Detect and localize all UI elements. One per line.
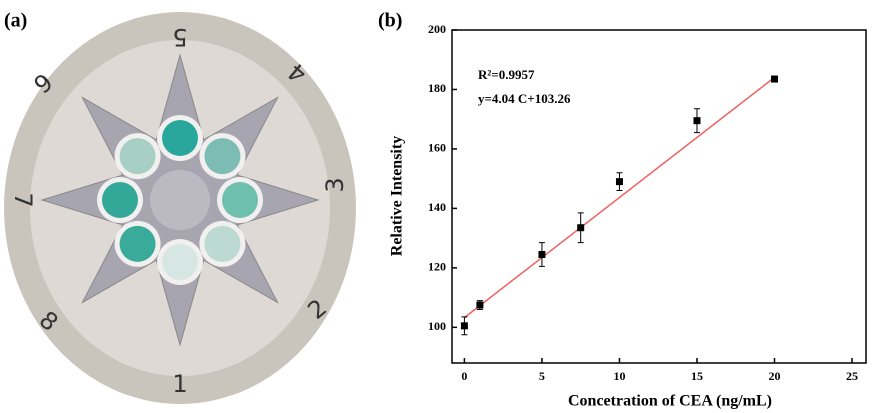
- annotation: y=4.04 C+103.26: [478, 91, 571, 106]
- fit-line: [464, 77, 774, 317]
- x-tick-label: 20: [769, 369, 781, 383]
- well: [102, 182, 138, 218]
- well: [222, 182, 258, 218]
- point: [461, 322, 468, 329]
- point: [771, 76, 778, 83]
- x-tick-label: 25: [846, 369, 858, 383]
- well-number: 3: [321, 177, 349, 192]
- y-tick-label: 140: [428, 200, 446, 214]
- y-tick-label: 100: [428, 319, 446, 333]
- page: (a) (b) Concetration of CEA (ng/mL) Rela…: [0, 0, 883, 413]
- x-tick-label: 15: [691, 369, 703, 383]
- y-tick-label: 160: [428, 141, 446, 155]
- panel-label: (a): [4, 10, 27, 32]
- well: [120, 226, 156, 262]
- well: [120, 138, 156, 174]
- point: [693, 117, 700, 124]
- x-tick-label: 5: [539, 369, 545, 383]
- y-tick-label: 180: [428, 81, 446, 95]
- well-number: 1: [172, 370, 187, 398]
- well: [204, 226, 240, 262]
- panel-label: (b): [378, 10, 402, 32]
- x-axis-label: Concetration of CEA (ng/mL): [568, 393, 772, 410]
- annotation: R²=0.9957: [478, 67, 535, 82]
- hub: [150, 170, 210, 230]
- point: [538, 251, 545, 258]
- point: [616, 178, 623, 185]
- x-tick-label: 0: [461, 369, 467, 383]
- y-tick-label: 200: [428, 22, 446, 36]
- well: [162, 120, 198, 156]
- point: [577, 224, 584, 231]
- x-tick-label: 10: [613, 369, 625, 383]
- well-number: 7: [9, 192, 37, 207]
- figure: (a) (b) Concetration of CEA (ng/mL) Rela…: [0, 0, 883, 413]
- point: [476, 302, 483, 309]
- y-axis-label: Relative Intensity: [389, 136, 406, 256]
- well: [204, 138, 240, 174]
- device: [42, 55, 318, 345]
- well: [162, 244, 198, 280]
- well-number: 5: [172, 23, 187, 51]
- y-tick-label: 120: [428, 260, 446, 274]
